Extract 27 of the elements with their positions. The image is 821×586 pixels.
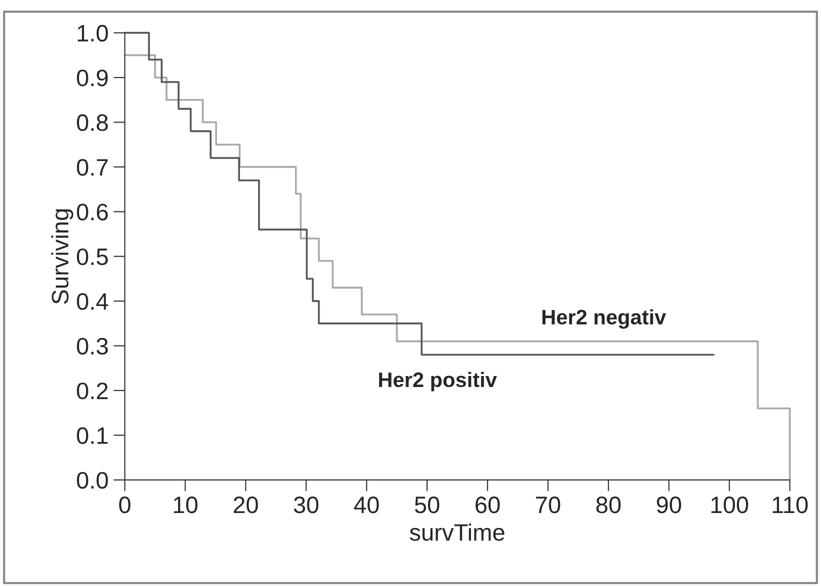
x-tick-label: 70	[536, 496, 560, 514]
x-tick-label: 90	[656, 496, 682, 514]
x-tick-label: 20	[234, 496, 258, 514]
x-tick-label: 10	[174, 496, 198, 514]
y-tick-label: 0.5	[76, 248, 108, 266]
y-tick-label: 1.0	[78, 24, 108, 42]
x-tick-label: 40	[354, 496, 379, 514]
x-tick-label: 80	[596, 496, 621, 514]
x-tick-label: 100	[711, 496, 748, 514]
y-tick-label: 0.0	[76, 472, 108, 489]
x-axis-title: survTime	[410, 523, 504, 541]
x-tick-label: 110	[772, 496, 808, 514]
series-label: Her2 negativ	[542, 309, 666, 329]
y-tick-label: 0.2	[76, 382, 108, 400]
y-axis-title: Surviving	[51, 209, 74, 304]
x-tick-label: 60	[476, 496, 500, 514]
series-label: Her2 positiv	[379, 372, 497, 392]
y-tick-label: 0.8	[76, 114, 108, 132]
y-tick-label: 0.9	[76, 70, 108, 86]
x-tick-label: 0	[119, 496, 130, 514]
x-tick-label: 30	[294, 496, 318, 514]
y-tick-label: 0.4	[76, 293, 108, 310]
x-tick-label: 50	[414, 496, 440, 514]
y-tick-label: 0.3	[76, 338, 108, 355]
y-tick-label: 0.1	[76, 427, 108, 444]
y-tick-label: 0.6	[76, 204, 108, 220]
y-tick-label: 0.7	[76, 159, 108, 176]
